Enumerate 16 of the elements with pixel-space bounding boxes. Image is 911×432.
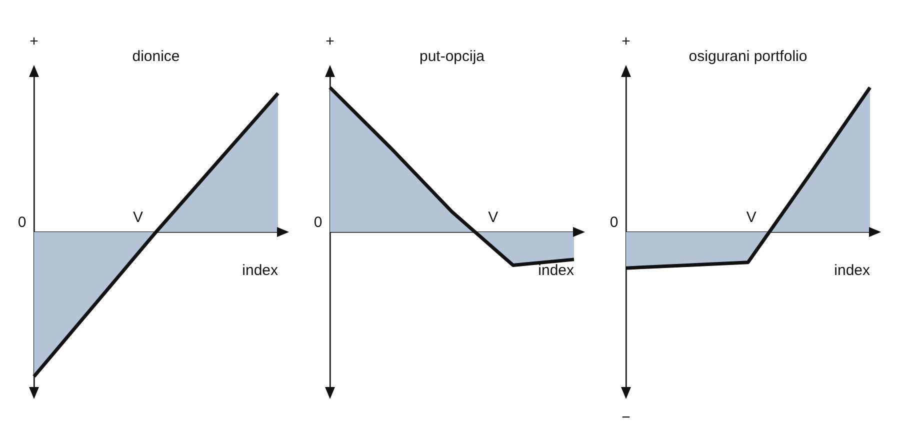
annotation: V — [132, 209, 144, 226]
text: − — [622, 409, 631, 426]
chart-title: put-opcija — [419, 48, 486, 66]
x-axis-title: index — [242, 262, 278, 280]
text: 0 — [314, 214, 322, 232]
chart-title: osigurani portfolio — [688, 48, 808, 66]
annotation: V — [746, 209, 756, 226]
x-axis-title: index — [834, 262, 870, 280]
text: + — [622, 33, 631, 50]
chart-title: dionice — [132, 48, 180, 66]
text: 0 — [18, 214, 26, 232]
x-axis-title: index — [538, 262, 574, 280]
text: + — [326, 33, 335, 50]
annotation: V — [488, 209, 498, 226]
text: 0 — [610, 214, 618, 232]
text: + — [30, 33, 39, 50]
